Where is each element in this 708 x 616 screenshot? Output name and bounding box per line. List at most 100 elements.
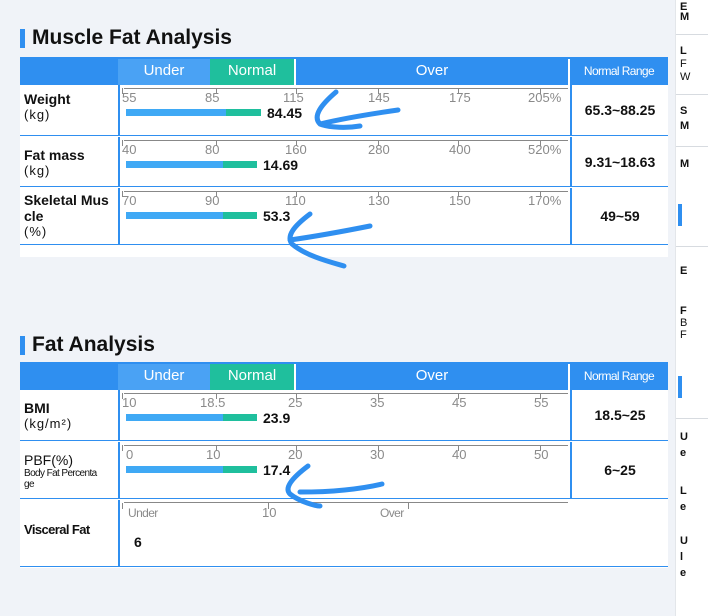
row-label: PBF(%) Body Fat Percenta ge [24, 452, 97, 490]
tick-label: 40 [452, 447, 467, 462]
side-section-marker [678, 376, 682, 398]
tick-label: 85 [205, 90, 220, 105]
pbf-row: PBF(%) Body Fat Percenta ge 0 10 20 30 4… [20, 442, 668, 499]
tick-mark [268, 503, 269, 509]
fat-mass-unit: (kg) [24, 163, 51, 178]
tick-mark [296, 88, 297, 94]
tick-label: 10 [206, 447, 221, 462]
tick-label: 130 [368, 193, 390, 208]
visceral-fat-value: 6 [134, 534, 142, 550]
value-bar [126, 161, 223, 168]
tick-mark [296, 445, 297, 451]
side-text: E [680, 265, 688, 277]
skeletal-muscle-unit: (%) [24, 224, 48, 239]
header-normal-range: Normal Range [568, 59, 668, 85]
tick-mark [540, 191, 541, 197]
tick-label: 150 [449, 193, 471, 208]
tick-mark [378, 445, 379, 451]
bmi-normal-range: 18.5~25 [570, 390, 668, 440]
tick-label: 80 [205, 142, 220, 157]
value-bar [126, 466, 223, 473]
visceral-under-label: Under [128, 506, 158, 520]
tick-mark [458, 393, 459, 399]
side-text: U [680, 431, 688, 443]
tick-label: 40 [122, 142, 137, 157]
tick-label: 35 [370, 395, 385, 410]
tick-mark [458, 445, 459, 451]
tick-mark [540, 393, 541, 399]
tick-label: 175 [449, 90, 471, 105]
skeletal-muscle-scale: 70 90 110 130 150 170% 53.3 [118, 188, 570, 244]
tick-mark [378, 191, 379, 197]
fat-mass-value: 14.69 [263, 157, 299, 173]
tick-mark [540, 88, 541, 94]
pbf-value: 17.4 [263, 462, 291, 478]
scale-axis [124, 88, 568, 89]
tick-mark [216, 393, 217, 399]
fat-mass-scale: 40 80 160 280 400 520% 14.69 [118, 137, 570, 186]
header-over: Over [294, 364, 568, 390]
scale-axis [124, 502, 568, 503]
tick-mark [122, 140, 123, 146]
bmi-unit: (kg/m²) [24, 416, 73, 431]
value-bar [223, 161, 257, 168]
tick-mark [458, 88, 459, 94]
tick-label: 18.5 [200, 395, 226, 410]
tick-mark [216, 191, 217, 197]
skeletal-muscle-normal-range: 49~59 [570, 188, 668, 244]
side-text: B [680, 317, 688, 329]
side-section-marker [678, 204, 682, 226]
side-text: e [680, 501, 687, 513]
pbf-scale: 0 10 20 30 40 50 17.4 [118, 442, 570, 498]
tick-mark [216, 88, 217, 94]
scale-axis [124, 393, 568, 394]
tick-mark [296, 393, 297, 399]
tick-mark [458, 191, 459, 197]
side-text: l [680, 551, 684, 563]
value-bar [126, 414, 223, 421]
visceral-over-label: Over [380, 506, 404, 520]
header-under: Under [118, 364, 210, 390]
skeletal-muscle-row: Skeletal Mus cle (%) 70 90 110 130 150 1… [20, 188, 668, 245]
weight-scale: 55 85 115 145 175 205% 84.45 [118, 85, 570, 135]
tick-label: 30 [370, 447, 385, 462]
weight-unit: (kg) [24, 107, 51, 122]
visceral-fat-scale: Under 10 Over 6 [118, 500, 668, 566]
header-normal: Normal [210, 59, 294, 85]
value-bar [223, 466, 257, 473]
tick-mark [122, 191, 123, 197]
row-label: Weight (kg) [24, 91, 70, 123]
scale-axis [124, 140, 568, 141]
tick-mark [540, 140, 541, 146]
tick-mark [122, 445, 123, 451]
tick-label: 110 [285, 193, 306, 208]
visceral-fat-label: Visceral Fat [24, 522, 90, 537]
fat-analysis-title: Fat Analysis [20, 333, 155, 357]
table-header: Under Normal Over Normal Range [20, 362, 668, 390]
header-under: Under [118, 59, 210, 85]
tick-mark [458, 140, 459, 146]
tick-label: 25 [288, 395, 303, 410]
tick-mark [216, 445, 217, 451]
skeletal-muscle-label-cont: cle [24, 208, 44, 224]
header-normal: Normal [210, 364, 294, 390]
side-text: F [680, 329, 687, 341]
tick-label: 55 [122, 90, 137, 105]
tick-mark [540, 445, 541, 451]
pbf-normal-range: 6~25 [570, 442, 668, 498]
bmi-scale: 10 18.5 25 35 45 55 23.9 [118, 390, 570, 440]
bmi-label: BMI [24, 400, 50, 416]
fat-mass-label: Fat mass [24, 147, 85, 163]
visceral-fat-row: Visceral Fat Under 10 Over 6 [20, 500, 668, 567]
row-label: Fat mass (kg) [24, 147, 85, 179]
side-divider [676, 34, 708, 35]
side-text: W [680, 71, 691, 83]
weight-row: Weight (kg) 55 85 115 145 175 205% 84.45 [20, 85, 668, 136]
side-divider [676, 418, 708, 419]
tick-mark [122, 88, 123, 94]
side-divider [676, 94, 708, 95]
side-text: E [680, 1, 688, 13]
tick-mark [122, 503, 123, 509]
side-text: e [680, 447, 687, 459]
fat-mass-normal-range: 9.31~18.63 [570, 137, 668, 186]
